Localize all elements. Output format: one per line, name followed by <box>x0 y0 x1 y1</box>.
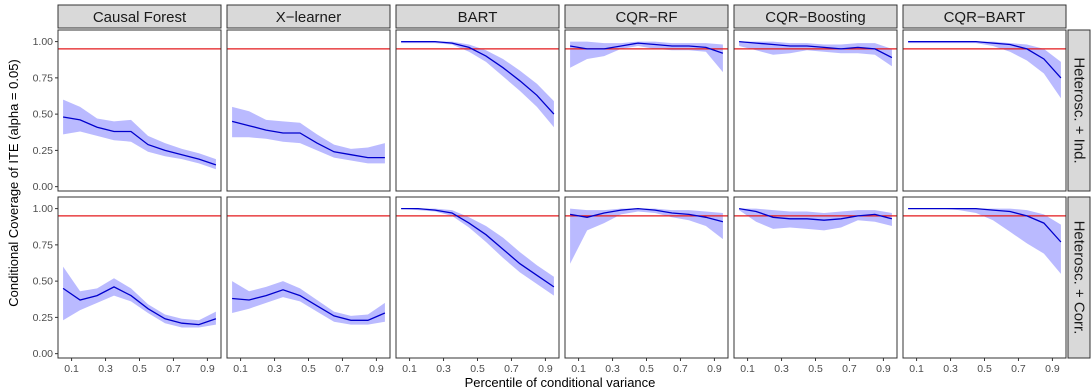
column-strip-label: X−learner <box>276 9 341 26</box>
coverage-line <box>62 286 217 326</box>
x-tick-label: 0.1 <box>909 363 924 375</box>
coverage-band <box>63 266 216 328</box>
panel-background <box>227 197 390 358</box>
x-tick-label: 0.1 <box>64 363 79 375</box>
coverage-line <box>62 116 217 166</box>
y-axis-title: Conditional Coverage of ITE (alpha = 0.0… <box>6 59 21 307</box>
coverage-line <box>739 40 893 59</box>
y-tick-label: 0.00 <box>33 348 54 360</box>
x-tick-label: 0.9 <box>1045 363 1060 375</box>
y-tick-label: 0.50 <box>33 276 54 288</box>
x-tick-label: 0.7 <box>166 363 181 375</box>
x-tick-label: 0.3 <box>436 363 451 375</box>
coverage-line <box>908 207 1062 243</box>
column-strip-label: CQR−BART <box>944 9 1026 26</box>
x-tick-label: 0.3 <box>943 363 958 375</box>
panel-border <box>564 29 729 192</box>
column-strip <box>57 4 222 29</box>
column-strip <box>226 4 391 29</box>
panel-background <box>58 197 221 358</box>
y-tick-label: 0.25 <box>33 145 54 157</box>
coverage-band <box>570 208 723 264</box>
x-tick-label: 0.9 <box>538 363 553 375</box>
x-tick-label: 0.5 <box>808 363 823 375</box>
row-strip <box>1067 196 1091 359</box>
row-strip-label: Heterosc. + Ind. <box>1071 57 1088 163</box>
x-tick-label: 0.3 <box>98 363 113 375</box>
x-tick-label: 0.5 <box>470 363 485 375</box>
column-strip <box>902 4 1067 29</box>
x-tick-label: 0.7 <box>1011 363 1026 375</box>
coverage-band <box>232 281 385 325</box>
y-tick-label: 0.75 <box>33 72 54 84</box>
row-strip <box>1067 29 1091 192</box>
coverage-band <box>63 99 216 170</box>
x-tick-label: 0.7 <box>842 363 857 375</box>
panel-border <box>395 29 560 192</box>
y-tick-label: 0.50 <box>33 109 54 121</box>
y-tick-label: 0.25 <box>33 312 54 324</box>
x-tick-label: 0.5 <box>977 363 992 375</box>
column-strip-label: BART <box>458 9 498 26</box>
x-tick-label: 0.7 <box>673 363 688 375</box>
x-tick-label: 0.1 <box>402 363 417 375</box>
x-tick-label: 0.1 <box>571 363 586 375</box>
x-tick-label: 0.3 <box>774 363 789 375</box>
x-tick-label: 0.9 <box>200 363 215 375</box>
coverage-line <box>232 289 386 321</box>
panel-background <box>227 30 390 191</box>
x-tick-label: 0.1 <box>233 363 248 375</box>
y-tick-label: 1.00 <box>33 203 54 215</box>
coverage-line <box>569 207 724 223</box>
column-strip <box>395 4 560 29</box>
x-tick-label: 0.7 <box>504 363 519 375</box>
column-strip-label: CQR−Boosting <box>765 9 865 26</box>
y-tick-label: 0.00 <box>33 181 54 193</box>
x-tick-label: 0.5 <box>301 363 316 375</box>
column-strip-label: CQR−RF <box>615 9 677 26</box>
x-tick-label: 0.9 <box>876 363 891 375</box>
panel-border <box>733 29 898 192</box>
coverage-band <box>401 208 554 296</box>
coverage-line <box>401 207 555 288</box>
coverage-line <box>738 207 893 221</box>
coverage-band <box>908 41 1061 99</box>
x-tick-label: 0.5 <box>132 363 147 375</box>
x-tick-label: 0.3 <box>605 363 620 375</box>
coverage-band <box>908 208 1061 274</box>
panel-border <box>226 29 391 192</box>
coverage-line <box>401 40 555 115</box>
panel-border <box>902 29 1067 192</box>
x-tick-label: 0.9 <box>369 363 384 375</box>
coverage-line <box>908 40 1062 79</box>
x-tick-label: 0.5 <box>639 363 654 375</box>
x-tick-label: 0.3 <box>267 363 282 375</box>
panel-border <box>57 29 222 192</box>
x-tick-label: 0.1 <box>740 363 755 375</box>
x-tick-label: 0.7 <box>335 363 350 375</box>
y-tick-label: 0.75 <box>33 239 54 251</box>
coverage-line <box>569 42 724 54</box>
x-tick-label: 0.9 <box>707 363 722 375</box>
coverage-band <box>232 106 385 164</box>
coverage-line <box>231 120 385 159</box>
column-strip-label: Causal Forest <box>93 9 187 26</box>
column-strip <box>564 4 729 29</box>
x-axis-title: Percentile of conditional variance <box>465 375 656 390</box>
column-strip <box>733 4 898 29</box>
panel-background <box>734 30 897 191</box>
row-strip-label: Heterosc. + Corr. <box>1071 221 1088 335</box>
y-tick-label: 1.00 <box>33 36 54 48</box>
